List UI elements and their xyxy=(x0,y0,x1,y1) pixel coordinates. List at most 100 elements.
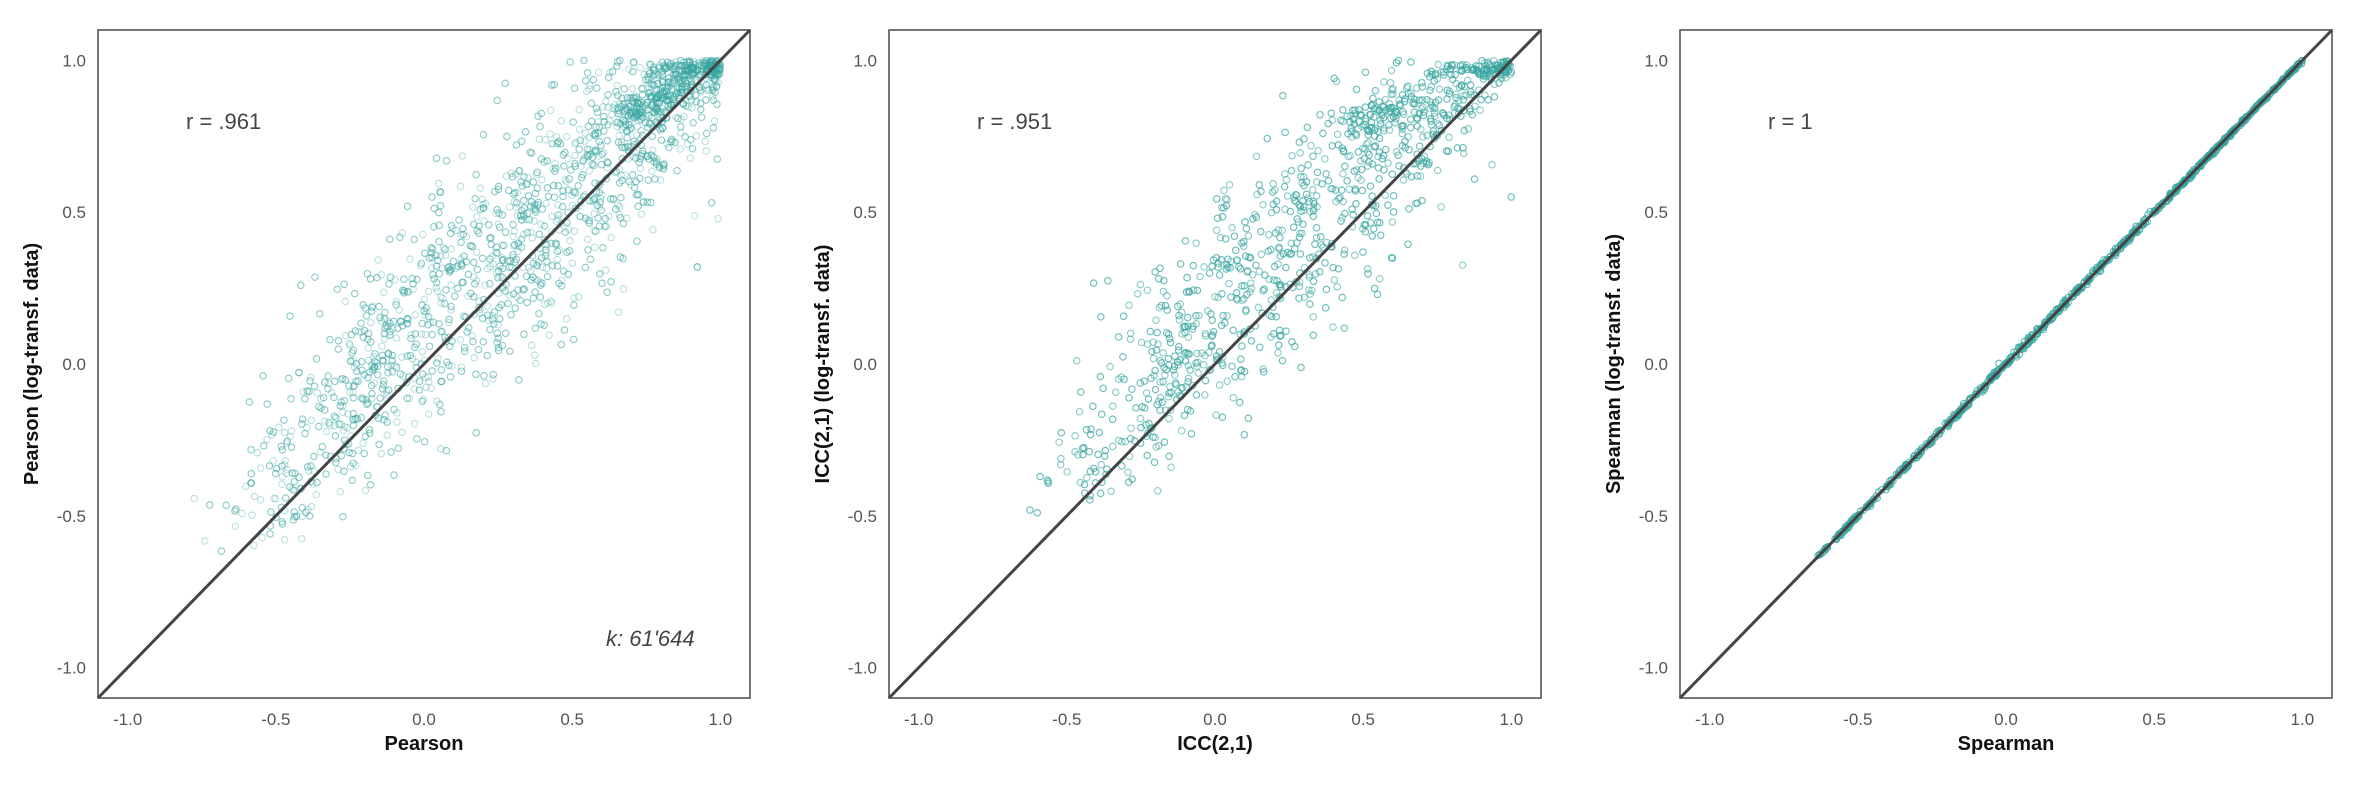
data-point xyxy=(495,315,504,323)
data-point xyxy=(493,96,501,105)
data-point xyxy=(678,66,687,74)
data-point xyxy=(427,243,435,252)
data-point xyxy=(419,230,427,239)
data-point xyxy=(580,56,588,65)
data-point xyxy=(445,266,454,275)
data-point xyxy=(604,103,612,111)
data-point xyxy=(1434,119,1442,128)
data-point xyxy=(343,424,352,432)
data-point xyxy=(418,319,427,328)
data-point xyxy=(559,150,568,159)
data-point xyxy=(624,112,633,120)
data-point xyxy=(380,329,389,338)
data-point xyxy=(405,394,414,403)
data-point xyxy=(435,237,443,246)
data-point xyxy=(583,69,592,77)
data-point xyxy=(553,139,561,148)
data-point xyxy=(383,391,391,399)
data-point xyxy=(520,173,528,181)
data-point xyxy=(688,144,697,153)
data-point xyxy=(364,335,372,343)
data-point xyxy=(435,222,443,230)
data-point xyxy=(1153,328,1161,337)
data-point xyxy=(633,103,641,112)
data-point xyxy=(522,180,531,188)
data-point xyxy=(403,319,412,328)
data-point xyxy=(494,346,503,355)
data-point xyxy=(555,210,563,219)
data-point xyxy=(713,155,722,163)
data-point xyxy=(472,429,481,437)
data-point xyxy=(619,254,627,263)
data-point xyxy=(432,262,441,270)
data-point xyxy=(222,501,230,510)
data-point xyxy=(459,278,467,287)
data-point xyxy=(700,58,709,67)
data-point xyxy=(468,203,477,211)
data-point xyxy=(702,81,711,89)
data-point xyxy=(711,68,720,77)
data-point xyxy=(637,126,645,135)
data-point xyxy=(406,255,414,263)
data-point xyxy=(595,203,604,211)
data-point xyxy=(371,349,379,358)
data-point xyxy=(712,77,720,85)
data-point xyxy=(651,107,659,116)
data-point xyxy=(667,85,676,93)
data-point xyxy=(674,61,682,69)
data-point xyxy=(297,281,305,290)
data-point xyxy=(601,214,610,223)
data-point xyxy=(713,65,722,73)
data-point xyxy=(247,479,255,487)
data-point xyxy=(520,173,528,181)
data-point xyxy=(714,214,722,223)
data-point xyxy=(534,112,542,120)
data-point xyxy=(429,270,437,279)
data-point xyxy=(278,462,286,470)
data-point xyxy=(708,63,717,72)
data-point xyxy=(649,72,658,80)
data-point xyxy=(494,334,502,343)
data-point xyxy=(350,381,359,390)
data-point xyxy=(590,130,598,139)
data-point xyxy=(457,260,466,269)
data-point xyxy=(654,93,662,101)
data-point xyxy=(611,105,620,113)
data-point xyxy=(1215,381,1224,389)
data-point xyxy=(671,70,680,78)
data-point xyxy=(695,61,704,70)
data-point xyxy=(543,257,551,266)
data-point xyxy=(693,263,702,271)
data-point xyxy=(527,341,536,350)
data-point xyxy=(1075,407,1084,416)
data-point xyxy=(1437,203,1445,211)
data-point xyxy=(571,140,579,148)
data-point xyxy=(652,86,661,94)
data-point xyxy=(624,102,633,111)
data-point xyxy=(636,155,645,163)
data-point xyxy=(559,267,568,275)
data-point xyxy=(656,85,665,93)
data-point xyxy=(389,325,397,333)
data-point xyxy=(424,321,432,329)
data-point xyxy=(325,419,333,427)
data-point xyxy=(430,275,438,283)
data-point xyxy=(317,395,325,403)
data-point xyxy=(642,106,651,114)
data-point xyxy=(506,257,515,265)
data-point xyxy=(428,367,436,375)
data-point xyxy=(563,132,571,141)
data-point xyxy=(1265,231,1273,239)
data-point xyxy=(427,264,436,272)
data-point xyxy=(1307,141,1315,150)
data-point xyxy=(627,108,636,116)
data-point xyxy=(1388,170,1397,179)
data-point xyxy=(630,137,638,145)
data-point xyxy=(509,190,518,199)
data-point xyxy=(326,421,334,429)
data-point xyxy=(646,69,654,78)
data-point xyxy=(715,63,724,71)
data-point xyxy=(433,359,441,367)
data-point xyxy=(643,98,652,107)
data-point xyxy=(330,421,339,430)
